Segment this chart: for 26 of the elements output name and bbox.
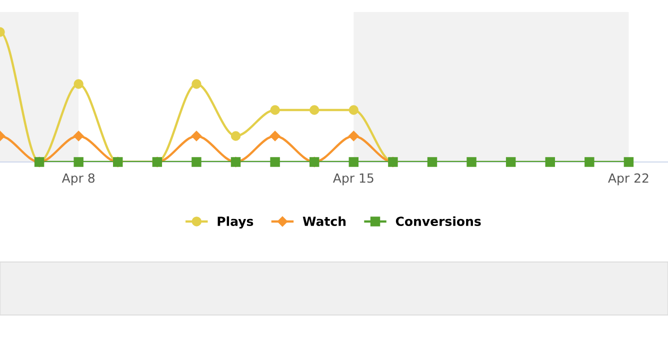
point <box>191 130 202 142</box>
point <box>309 105 320 115</box>
point <box>545 157 555 167</box>
legend-label: Watch <box>302 216 346 226</box>
point <box>192 79 202 89</box>
point <box>348 130 359 142</box>
point <box>427 157 438 167</box>
point <box>348 105 359 115</box>
x-tick-label: Apr 15 <box>332 173 374 186</box>
legend-label: Conversions <box>396 216 481 226</box>
point <box>74 79 84 89</box>
legend-label: Plays <box>218 216 254 229</box>
x-tick-label: Apr 8 <box>62 173 95 186</box>
point <box>74 157 84 167</box>
point <box>624 157 634 167</box>
point <box>348 157 359 167</box>
point <box>270 130 280 142</box>
point <box>230 131 241 141</box>
point <box>192 157 202 167</box>
point <box>73 130 84 142</box>
point <box>506 157 516 167</box>
x-tick-label: Apr 22 <box>608 173 648 186</box>
point <box>466 157 476 167</box>
point <box>270 157 280 167</box>
point <box>270 105 280 115</box>
point <box>584 157 594 167</box>
